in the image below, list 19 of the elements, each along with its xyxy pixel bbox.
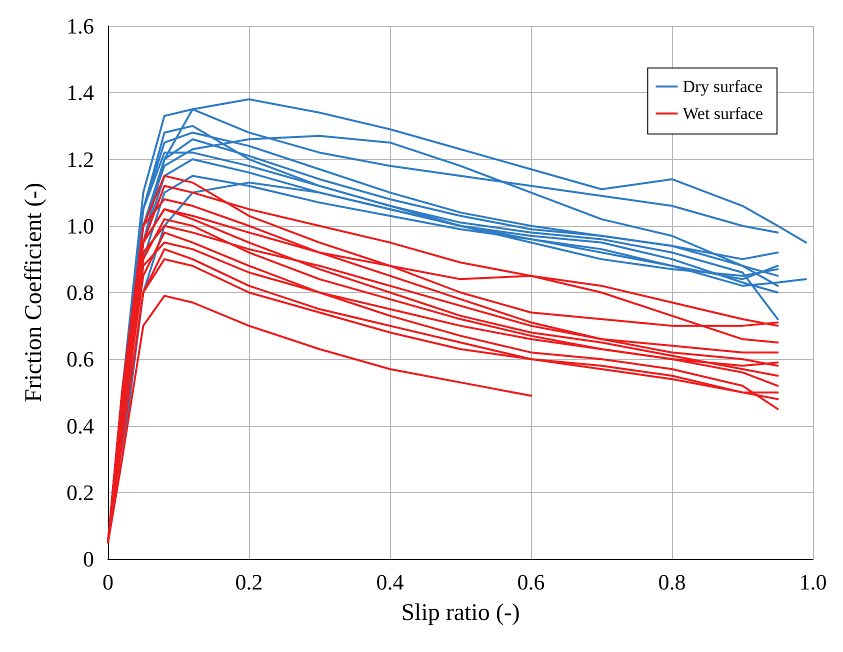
legend-label: Wet surface (682, 104, 764, 123)
x-tick-label: 0.4 (376, 570, 404, 594)
legend-label: Dry surface (682, 77, 762, 96)
x-tick-label: 0.2 (235, 570, 263, 594)
y-tick-label: 1.6 (66, 14, 94, 38)
y-tick-label: 0 (83, 546, 94, 572)
y-tick-label: 1.0 (66, 213, 94, 238)
x-tick-label: 0.6 (517, 570, 545, 594)
x-tick-label: 0 (102, 570, 114, 594)
x-axis-title: Slip ratio (-) (401, 600, 520, 626)
y-tick-label: 0.2 (66, 480, 94, 505)
y-axis-title: Friction Coefficient (-) (21, 182, 47, 402)
y-tick-label: 0.6 (66, 346, 94, 372)
x-tick-label: 1.0 (799, 570, 827, 594)
y-tick-label: 0.4 (66, 413, 94, 438)
y-tick-label: 0.8 (66, 280, 94, 305)
y-tick-label: 1.2 (66, 146, 94, 172)
y-tick-label: 1.4 (66, 80, 94, 106)
x-tick-label: 0.8 (658, 570, 686, 594)
